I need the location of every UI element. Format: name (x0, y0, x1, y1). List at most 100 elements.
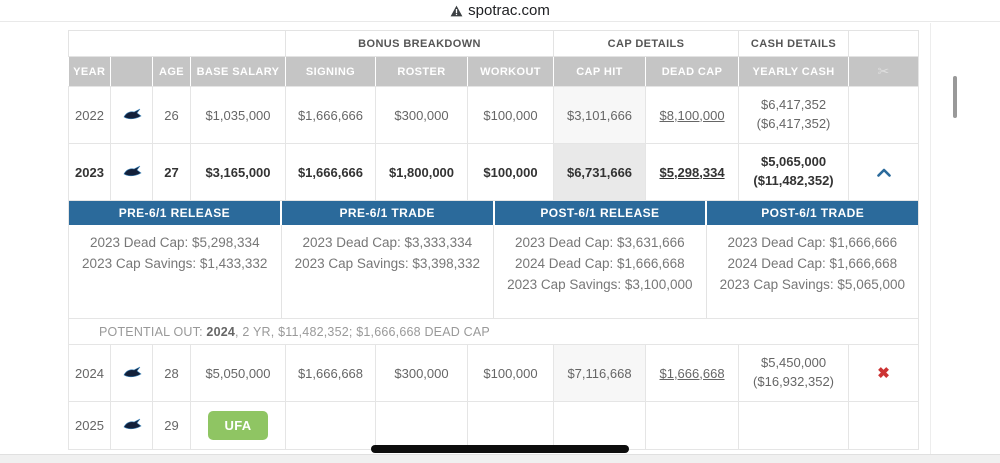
group-header-cap: CAP DETAILS (553, 30, 740, 57)
potential-out-year: 2024 (206, 324, 236, 339)
col-header-roster: ROSTER (375, 56, 468, 87)
yearly-cash-value: $5,450,000 (760, 355, 827, 371)
table-row-2024: 2024 28 $5,050,000 $1,666,668 $300,000 $… (68, 344, 920, 402)
not-secure-warning-icon (450, 5, 463, 16)
scenario-line: 2023 Cap Savings: $5,065,000 (719, 276, 905, 292)
yearly-cash-value: $6,417,352 (760, 97, 827, 113)
roster-bonus-cell: $300,000 (375, 86, 468, 144)
browser-url-bar: spotrac.com (0, 0, 1000, 22)
content-card-edge (930, 23, 931, 454)
year-cell: 2023 (68, 143, 111, 201)
scenario-title-post61-trade: POST-6/1 TRADE (707, 201, 919, 225)
workout-bonus-cell: $100,000 (466, 344, 555, 402)
horizontal-scrollbar[interactable] (371, 445, 629, 453)
col-header-dead-cap: DEAD CAP (645, 56, 740, 87)
cap-hit-cell (553, 401, 647, 450)
base-salary-cell: $1,035,000 (190, 86, 286, 144)
scenario-panel-pre61-trade: 2023 Dead Cap: $3,333,334 2023 Cap Savin… (282, 225, 495, 318)
page-content: BONUS BREAKDOWN CAP DETAILS CASH DETAILS… (0, 23, 1000, 454)
age-cell: 26 (152, 86, 191, 144)
scenario-line: 2024 Dead Cap: $1,666,668 (514, 255, 685, 271)
site-url-text: spotrac.com (468, 2, 550, 19)
panthers-logo-icon (123, 108, 142, 119)
workout-bonus-cell: $100,000 (466, 86, 555, 144)
scenario-panel-pre61-release: 2023 Dead Cap: $5,298,334 2023 Cap Savin… (69, 225, 282, 318)
col-header-age: AGE (152, 56, 191, 87)
base-salary-cell: UFA (190, 401, 286, 450)
dead-cap-link[interactable]: $5,298,334 (659, 164, 725, 180)
scenario-line: 2023 Cap Savings: $1,433,332 (82, 255, 268, 271)
scenario-title-pre61-trade: PRE-6/1 TRADE (281, 201, 495, 225)
scenario-line: 2023 Dead Cap: $3,333,334 (302, 235, 473, 250)
col-header-cap-hit: CAP HIT (553, 56, 647, 87)
signing-bonus-cell: $1,666,666 (285, 86, 376, 144)
cash-to-date-value: ($16,932,352) (753, 374, 834, 389)
cash-to-date-value: ($6,417,352) (756, 116, 831, 131)
potential-out-prefix: POTENTIAL OUT: (99, 324, 207, 339)
year-cell: 2025 (68, 401, 111, 450)
dead-cap-cell (645, 401, 740, 450)
scenario-line: 2023 Dead Cap: $1,666,666 (727, 235, 898, 250)
col-header-team (110, 56, 153, 87)
column-header-row: YEAR AGE BASE SALARY SIGNING ROSTER WORK… (68, 56, 920, 87)
yearly-cash-cell: $5,450,000 ($16,932,352) (738, 344, 850, 402)
signing-bonus-cell: $1,666,668 (285, 344, 376, 402)
yearly-cash-cell: $5,065,000 ($11,482,352) (738, 143, 850, 201)
dead-cap-cell: $5,298,334 (645, 143, 740, 201)
table-row-2025: 2025 29 UFA (68, 401, 920, 450)
roster-bonus-cell (375, 401, 468, 450)
potential-out-cell: POTENTIAL OUT: 2024, 2 YR, $11,482,352; … (67, 318, 920, 345)
scenario-title-post61-release: POST-6/1 RELEASE (494, 201, 708, 225)
col-header-year: YEAR (68, 56, 111, 87)
potential-out-detail: , 2 YR, $11,482,352; $1,666,668 DEAD CAP (235, 324, 490, 339)
collapse-chevron-up-icon[interactable] (876, 168, 891, 177)
base-salary-cell: $3,165,000 (190, 143, 286, 201)
group-header-row: BONUS BREAKDOWN CAP DETAILS CASH DETAILS (68, 30, 920, 57)
col-header-base-salary: BASE SALARY (190, 56, 286, 87)
col-header-workout: WORKOUT (467, 56, 555, 87)
scenario-line: 2023 Dead Cap: $3,631,666 (514, 235, 685, 250)
dead-cap-cell: $1,666,668 (645, 344, 740, 402)
age-cell: 28 (152, 344, 191, 402)
scenario-line: 2024 Dead Cap: $1,666,668 (727, 255, 898, 271)
contract-salary-table: BONUS BREAKDOWN CAP DETAILS CASH DETAILS… (67, 30, 920, 450)
roster-bonus-cell: $1,800,000 (375, 143, 468, 201)
potential-out-row: POTENTIAL OUT: 2024, 2 YR, $11,482,352; … (67, 318, 920, 345)
group-header-blank-right (848, 30, 920, 57)
dead-cap-cell: $8,100,000 (645, 86, 740, 144)
workout-bonus-cell (466, 401, 555, 450)
workout-bonus-cell: $100,000 (466, 143, 555, 201)
team-cell (110, 86, 153, 144)
dead-cap-link[interactable]: $1,666,668 (659, 365, 725, 381)
yearly-cash-cell: $6,417,352 ($6,417,352) (738, 86, 850, 144)
col-header-yearly-cash: YEARLY CASH (738, 56, 850, 87)
scenario-line: 2023 Dead Cap: $5,298,334 (89, 235, 260, 250)
year-cell: 2024 (68, 344, 111, 402)
team-cell (110, 344, 153, 402)
signing-bonus-cell (285, 401, 376, 450)
table-row-2023: 2023 27 $3,165,000 $1,666,666 $1,800,000… (68, 143, 920, 201)
cap-hit-cell: $3,101,666 (553, 86, 647, 144)
panthers-logo-icon (123, 165, 142, 176)
dead-cap-link[interactable]: $8,100,000 (659, 107, 725, 123)
year-cell: 2022 (68, 86, 111, 144)
expanded-scenarios-cell: PRE-6/1 RELEASE PRE-6/1 TRADE POST-6/1 R… (67, 200, 920, 319)
base-salary-cell: $5,050,000 (190, 344, 286, 402)
remove-x-icon[interactable]: ✖ (877, 365, 890, 382)
scenario-title-bar: PRE-6/1 RELEASE PRE-6/1 TRADE POST-6/1 R… (69, 201, 919, 225)
scenario-panels: 2023 Dead Cap: $5,298,334 2023 Cap Savin… (69, 225, 918, 318)
yearly-cash-cell (738, 401, 850, 450)
scenario-title-pre61-release: PRE-6/1 RELEASE (69, 201, 282, 225)
vertical-scrollbar-thumb[interactable] (953, 76, 957, 118)
expanded-scenarios-row: PRE-6/1 RELEASE PRE-6/1 TRADE POST-6/1 R… (67, 200, 920, 319)
table-row-2022: 2022 26 $1,035,000 $1,666,666 $300,000 $… (68, 86, 920, 144)
group-header-cash: CASH DETAILS (738, 30, 850, 57)
scenario-line: 2023 Cap Savings: $3,398,332 (294, 255, 480, 271)
ufa-status-badge: UFA (207, 411, 269, 440)
scenario-panel-post61-trade: 2023 Dead Cap: $1,666,666 2024 Dead Cap:… (707, 225, 919, 318)
scenario-panel-post61-release: 2023 Dead Cap: $3,631,666 2024 Dead Cap:… (494, 225, 707, 318)
col-header-cut: ✂ (848, 56, 920, 87)
bottom-page-strip (0, 454, 1000, 463)
scenario-line: 2023 Cap Savings: $3,100,000 (507, 276, 693, 292)
action-cell: ✖ (848, 344, 920, 402)
